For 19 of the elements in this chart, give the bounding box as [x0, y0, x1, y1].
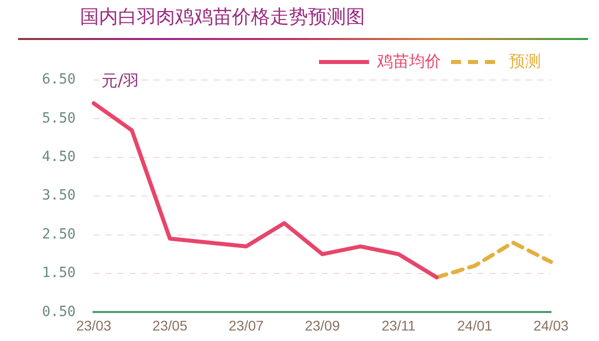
chart-title: 国内白羽肉鸡鸡苗价格走势预测图 [80, 5, 365, 30]
legend-label: 预测 [509, 53, 541, 70]
x-tick-label: 24/03 [533, 317, 569, 334]
x-tick-label: 23/07 [228, 317, 264, 334]
y-tick-label: 2.50 [42, 226, 76, 242]
y-axis-title: 元/羽 [102, 71, 140, 90]
y-tick-label: 4.50 [42, 149, 76, 166]
y-tick-label: 1.50 [42, 265, 76, 282]
x-tick-label: 24/01 [457, 317, 493, 334]
x-tick-label: 23/05 [152, 317, 188, 334]
y-tick-label: 3.50 [42, 188, 76, 204]
y-tick-label: 6.50 [42, 72, 76, 88]
x-tick-label: 23/11 [382, 317, 416, 334]
y-tick-label: 0.50 [42, 304, 76, 320]
legend-label: 鸡苗均价 [376, 52, 441, 70]
y-tick-label: 5.50 [42, 110, 76, 126]
x-tick-label: 23/09 [304, 317, 340, 334]
line-series [434, 240, 553, 280]
x-tick-label: 23/03 [76, 317, 112, 334]
